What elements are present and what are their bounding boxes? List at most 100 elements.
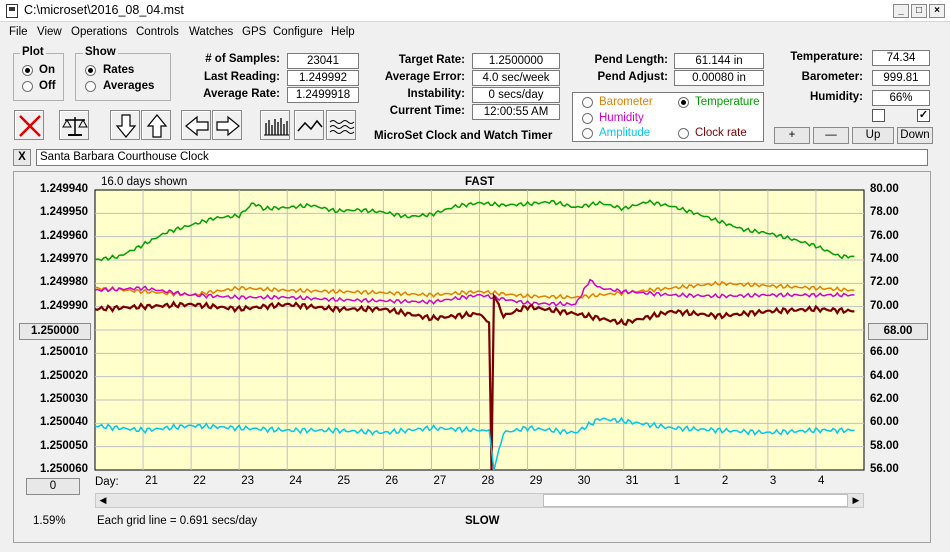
x-tick-label: 24: [289, 475, 303, 487]
plot-frame: [13, 171, 931, 543]
menu-view[interactable]: View: [37, 26, 62, 38]
x-tick-label: 31: [625, 475, 639, 487]
wave-view-button[interactable]: [326, 110, 356, 140]
plot-off-label: Off: [39, 80, 56, 92]
amplitude-radio[interactable]: [582, 128, 593, 139]
right-checkbox[interactable]: ✓: [917, 109, 930, 122]
clock-rate-radio[interactable]: [678, 128, 689, 139]
scroll-left-button[interactable]: [181, 110, 211, 140]
clear-name-button[interactable]: X: [13, 149, 31, 166]
up-button[interactable]: Up: [852, 127, 894, 144]
last-reading-label: Last Reading:: [203, 71, 280, 83]
series-humidity: [94, 278, 855, 307]
right-tick-label: 56.00: [870, 463, 899, 475]
down-button[interactable]: Down: [897, 127, 933, 144]
menu-gps[interactable]: GPS: [242, 26, 267, 38]
scroll-right-icon[interactable]: ▶: [852, 495, 860, 505]
right-tick-label: 70.00: [870, 299, 899, 312]
grid: [95, 190, 864, 470]
pend-length-label: Pend Length:: [594, 54, 668, 66]
left-tick-label: 1.250050: [40, 439, 88, 452]
right-tick-label: 80.00: [870, 183, 899, 195]
menu-bar: File View Operations Controls Watches GP…: [0, 22, 950, 42]
samples-field: 23041: [287, 53, 359, 69]
center-rate-button[interactable]: 1.250000: [19, 323, 91, 340]
last-reading-field: 1.249992: [287, 70, 359, 86]
temperature-radio[interactable]: [678, 97, 689, 108]
right-tick-label: 78.00: [870, 206, 899, 219]
app-name-label: MicroSet Clock and Watch Timer: [374, 130, 553, 142]
right-tick-label: 66.00: [870, 346, 899, 359]
slow-label: SLOW: [465, 515, 500, 527]
offset-button[interactable]: 0: [26, 478, 80, 495]
barometer-option-label: Barometer: [599, 96, 653, 108]
right-tick-label: 74.00: [870, 253, 899, 265]
close-window-button[interactable]: ×: [929, 4, 945, 18]
pend-length-field[interactable]: 61.144 in: [674, 53, 764, 69]
fast-label: FAST: [465, 176, 495, 188]
x-tick-label: 4: [817, 475, 825, 487]
show-group-title: Show: [83, 46, 118, 58]
days-shown-label: 16.0 days shown: [101, 176, 188, 188]
average-rate-label: Average Rate:: [203, 88, 280, 100]
humidity-radio[interactable]: [582, 113, 593, 124]
barometer-field: 999.81: [872, 70, 930, 86]
minimize-button[interactable]: _: [893, 4, 909, 18]
series-layer: [94, 199, 855, 471]
app-icon[interactable]: [6, 4, 18, 18]
scroll-right-button[interactable]: [212, 110, 242, 140]
arrow-down-icon: [115, 114, 137, 138]
arrow-left-icon: [185, 115, 209, 137]
left-tick-label: 1.249950: [40, 206, 88, 219]
right-tick-label: 64.00: [870, 369, 899, 382]
amplitude-option-label: Amplitude: [599, 127, 651, 139]
scroll-left-icon[interactable]: ◀: [99, 495, 107, 505]
left-checkbox[interactable]: [872, 109, 885, 122]
clock-name-field[interactable]: Santa Barbara Courthouse Clock: [36, 149, 928, 166]
minus-button[interactable]: —: [813, 127, 849, 144]
averages-radio[interactable]: [85, 81, 96, 92]
menu-watches[interactable]: Watches: [189, 26, 234, 38]
menu-help[interactable]: Help: [331, 26, 355, 38]
move-down-button[interactable]: [110, 110, 140, 140]
plot-off-radio[interactable]: [22, 81, 33, 92]
menu-controls[interactable]: Controls: [136, 26, 179, 38]
scroll-thumb[interactable]: [543, 494, 848, 507]
center-value-button[interactable]: 68.00: [868, 323, 928, 340]
humidity-option-label: Humidity: [599, 112, 644, 124]
pend-adjust-field: 0.00080 in: [674, 70, 764, 86]
rates-radio[interactable]: [85, 65, 96, 76]
series-clock-rate: [94, 292, 855, 470]
barometer-radio[interactable]: [582, 97, 593, 108]
bar-view-button[interactable]: [260, 110, 290, 140]
line-view-button[interactable]: [294, 110, 324, 140]
humidity-label: Humidity:: [809, 91, 863, 103]
menu-file[interactable]: File: [9, 26, 28, 38]
average-rate-field: 1.2499918: [287, 87, 359, 103]
scale-icon: [62, 117, 88, 136]
bars-icon: [264, 118, 289, 136]
wave-icon: [329, 120, 355, 134]
horizontal-scrollbar[interactable]: ◀ ▶: [95, 493, 864, 508]
plot-on-radio[interactable]: [22, 65, 33, 76]
target-rate-field[interactable]: 1.2500000: [472, 53, 560, 69]
balance-button[interactable]: [59, 110, 89, 140]
left-tick-label: 1.250060: [40, 463, 88, 475]
move-up-button[interactable]: [141, 110, 171, 140]
clear-button[interactable]: [14, 110, 44, 140]
left-tick-label: 1.249940: [40, 183, 88, 195]
clock-rate-option-label: Clock rate: [695, 127, 747, 139]
series-barometer: [94, 280, 855, 300]
temperature-option-label: Temperature: [695, 96, 760, 108]
menu-operations[interactable]: Operations: [71, 26, 128, 38]
x-tick-label: 1: [673, 475, 681, 487]
x-tick-label: 3: [769, 475, 777, 487]
x-tick-label: 21: [145, 475, 158, 487]
maximize-button[interactable]: □: [911, 4, 927, 18]
left-tick-label: 1.249970: [40, 253, 88, 265]
temperature-field: 74.34: [872, 50, 930, 66]
plus-button[interactable]: +: [774, 127, 810, 144]
samples-label: # of Samples:: [205, 53, 280, 65]
menu-configure[interactable]: Configure: [273, 26, 323, 38]
plot-on-label: On: [39, 64, 55, 76]
